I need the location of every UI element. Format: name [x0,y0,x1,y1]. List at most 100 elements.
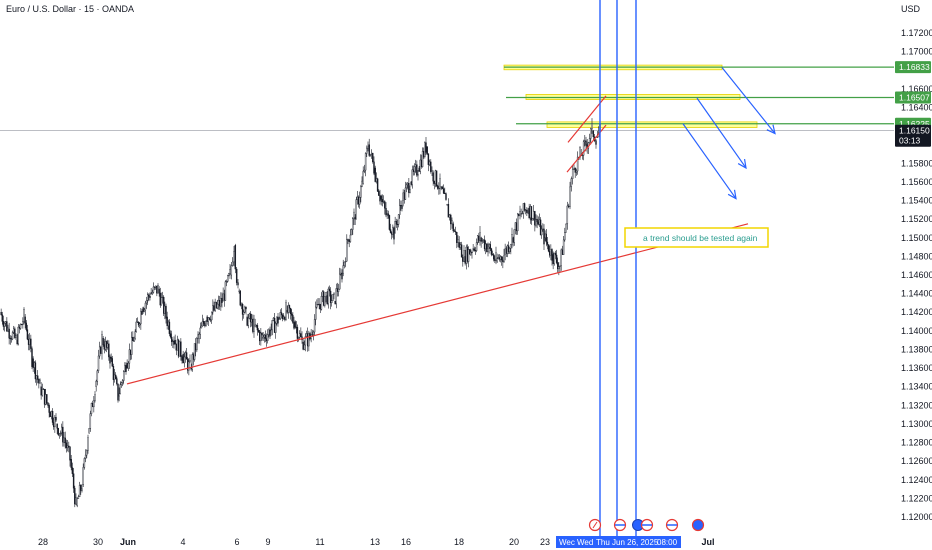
candle [96,369,99,386]
candle [233,246,235,267]
candle-body [148,294,150,297]
candle-body [445,193,447,200]
candle [281,313,284,322]
candle-body [168,321,171,334]
candle [215,301,217,309]
candle-body [164,305,166,314]
candle-body [191,354,193,370]
candle [9,335,11,345]
candle [446,203,448,206]
candle [307,327,309,352]
candle-body [396,223,399,225]
candle-body [172,340,174,343]
candle [587,141,590,154]
candle [37,370,39,384]
candle-body [110,356,112,359]
candle [118,387,120,402]
candle-body [350,229,353,236]
candle [51,408,54,426]
candle [221,292,223,308]
candle [277,312,279,327]
arrow-shaft [721,67,776,134]
candle [213,301,215,312]
candle-body [545,233,547,243]
candle [235,267,238,286]
trend-note-text: a trend should be tested again [643,233,758,243]
candle-body [415,164,417,168]
candle-body [26,329,29,340]
supply-zone-3 [546,121,758,128]
candle-body [281,314,284,320]
candle [547,244,550,253]
trend-note[interactable]: a trend should be tested again [624,227,769,248]
event-icons[interactable] [588,518,705,532]
x-tick-label: 28 [38,537,48,547]
candle [486,242,488,253]
candle-body [471,251,473,253]
y-tick-label: 1.13400 [901,382,932,392]
candle-body [565,224,567,233]
price-axis[interactable]: 1.17200 1.17000 1.16600 1.16400 1.15800 1.156… [901,28,932,522]
candle [157,283,159,294]
candle-body [575,170,578,173]
candle [534,210,536,232]
candle-body [193,343,196,360]
candle-body [514,222,517,230]
candle [416,160,418,177]
candle [198,332,200,344]
candle [90,402,93,417]
candle [402,189,404,207]
candle [176,335,179,351]
candle [267,329,269,344]
candle-body [373,161,375,174]
candle-body [300,333,302,337]
candle-body [211,311,213,321]
candle-body [467,249,470,262]
candle [332,294,334,301]
candle-body [246,316,248,326]
candle [276,316,278,326]
candle-body [195,343,197,351]
candle [403,189,405,204]
candle [288,304,291,313]
candle [137,321,140,328]
candle-body [55,417,57,421]
candle-body [63,437,65,443]
candle-body [135,321,137,332]
event-icon-6[interactable] [691,518,705,532]
candle [56,423,58,435]
candle [428,159,431,167]
candle [22,317,24,329]
candle [217,295,220,310]
candle-body [535,219,537,226]
candle [61,423,63,436]
candle [417,169,419,181]
candle-body [308,333,310,347]
candle-body [506,245,509,254]
candle [318,298,320,310]
candle [41,383,43,397]
candle-body [254,324,256,327]
candle [530,206,533,225]
candle [143,307,145,313]
candle-body [522,203,525,214]
candle-body [456,231,458,243]
candle-body [539,219,542,236]
candle-body [472,248,474,250]
candle-body [269,329,271,337]
candle-body [153,286,156,288]
candle [55,413,57,423]
candle-body [86,450,88,456]
time-axis[interactable]: 28 30 Jun 4 6 9 11 13 16 18 20 23 Jul [38,537,715,547]
candle [335,283,337,309]
candle-body [328,288,331,292]
candle [207,317,209,327]
candle-body [115,374,117,379]
candle-body [31,348,33,367]
candle-body [199,327,201,335]
candle-body [482,239,485,241]
candle-body [175,343,177,351]
candle-body [555,254,558,263]
candle-body [536,218,538,223]
